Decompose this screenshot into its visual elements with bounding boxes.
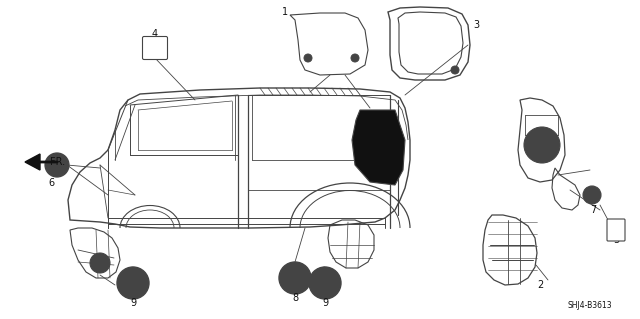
Text: 2: 2 (537, 280, 543, 290)
Circle shape (293, 276, 297, 280)
Text: 6: 6 (48, 178, 54, 188)
Circle shape (290, 273, 300, 283)
Circle shape (583, 186, 601, 204)
Circle shape (309, 267, 341, 299)
Circle shape (588, 191, 596, 199)
Circle shape (351, 54, 359, 62)
Text: 7: 7 (590, 205, 596, 215)
Circle shape (279, 262, 311, 294)
Text: 9: 9 (322, 298, 328, 308)
Polygon shape (25, 154, 40, 170)
Circle shape (117, 267, 149, 299)
Text: 8: 8 (292, 293, 298, 303)
Text: 4: 4 (152, 29, 158, 39)
Text: SHJ4-B3613: SHJ4-B3613 (568, 300, 612, 309)
Circle shape (323, 281, 327, 285)
Circle shape (131, 281, 135, 285)
Circle shape (320, 278, 330, 288)
Circle shape (45, 153, 69, 177)
Circle shape (285, 268, 305, 288)
Polygon shape (352, 110, 405, 185)
Circle shape (524, 127, 560, 163)
Circle shape (95, 258, 105, 268)
FancyBboxPatch shape (143, 36, 168, 60)
Text: 1: 1 (282, 7, 288, 17)
FancyBboxPatch shape (607, 219, 625, 241)
Circle shape (123, 273, 143, 293)
Text: 9: 9 (130, 298, 136, 308)
Circle shape (451, 66, 459, 74)
Text: 3: 3 (473, 20, 479, 30)
Circle shape (538, 141, 546, 149)
Circle shape (128, 278, 138, 288)
Circle shape (304, 54, 312, 62)
Circle shape (315, 273, 335, 293)
Text: 5: 5 (613, 235, 619, 245)
Circle shape (51, 159, 63, 171)
Circle shape (532, 135, 552, 155)
Circle shape (90, 253, 110, 273)
Text: FR.: FR. (50, 157, 65, 167)
